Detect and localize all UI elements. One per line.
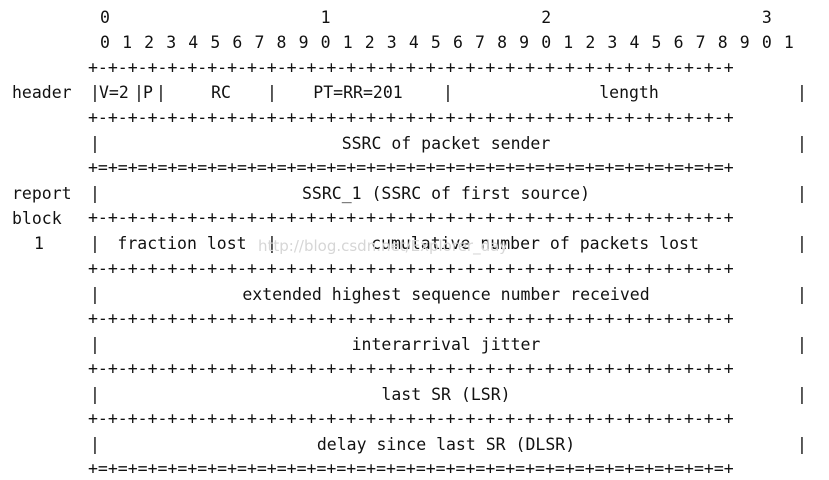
watermark: http://blog.csdn.net/Explorer_day xyxy=(258,237,509,255)
side-label-header: header xyxy=(12,83,72,102)
bit-unit-label: 8 xyxy=(276,33,287,52)
pipe-separator: | xyxy=(797,83,807,102)
bit-unit-label: 4 xyxy=(188,33,199,52)
border-bottom: +=+=+=+=+=+=+=+=+=+=+=+=+=+=+=+=+=+=+=+=… xyxy=(88,459,734,478)
pipe-separator: | xyxy=(797,184,807,203)
field-ssrc-sender: SSRC of packet sender xyxy=(341,134,551,153)
field-cumulative-lost: cumulative number of packets lost xyxy=(371,234,699,253)
field-packet-type: PT=RR=201 xyxy=(313,83,403,102)
bit-unit-label: 5 xyxy=(210,33,221,52)
bit-unit-label: 0 xyxy=(761,33,772,52)
border-row-7: +-+-+-+-+-+-+-+-+-+-+-+-+-+-+-+-+-+-+-+-… xyxy=(88,409,734,428)
field-ssrc-1: SSRC_1 (SSRC of first source) xyxy=(301,184,591,203)
bit-unit-label: 1 xyxy=(342,33,353,52)
bit-unit-label: 3 xyxy=(607,33,618,52)
bit-unit-label: 2 xyxy=(585,33,596,52)
pipe-separator: | xyxy=(90,184,100,203)
side-label-block-number: 1 xyxy=(34,234,44,253)
field-rc: RC xyxy=(211,83,231,102)
bit-unit-label: 6 xyxy=(232,33,243,52)
side-label-report: report xyxy=(12,184,72,203)
bit-unit-label: 3 xyxy=(166,33,177,52)
pipe-separator: | xyxy=(797,435,807,454)
field-version: V=2 xyxy=(99,83,129,102)
bit-unit-label: 6 xyxy=(452,33,463,52)
pipe-separator: | xyxy=(797,234,807,253)
bit-tens-label: 1 xyxy=(320,8,331,27)
pipe-separator: | xyxy=(797,335,807,354)
pipe-separator: | xyxy=(90,385,100,404)
bit-tens-label: 2 xyxy=(541,8,552,27)
bit-unit-label: 8 xyxy=(497,33,508,52)
bit-unit-label: 1 xyxy=(783,33,794,52)
bit-unit-label: 9 xyxy=(739,33,750,52)
pipe-separator: | xyxy=(90,335,100,354)
pipe-separator: | xyxy=(797,134,807,153)
bit-unit-label: 7 xyxy=(475,33,485,52)
bit-unit-label: 1 xyxy=(563,33,574,52)
pipe-separator: | xyxy=(797,285,807,304)
pipe-separator: | xyxy=(267,83,277,102)
pipe-separator: | xyxy=(90,285,100,304)
field-last-sr: last SR (LSR) xyxy=(381,385,511,404)
border-row-6: +-+-+-+-+-+-+-+-+-+-+-+-+-+-+-+-+-+-+-+-… xyxy=(88,359,734,378)
pipe-separator: | xyxy=(134,83,144,102)
bit-unit-label: 5 xyxy=(430,33,441,52)
pipe-separator: | xyxy=(90,83,100,102)
pipe-separator: | xyxy=(90,134,100,153)
bit-tens-label: 3 xyxy=(761,8,772,27)
bit-unit-label: 2 xyxy=(364,33,375,52)
field-extended-highest-seq: extended highest sequence number receive… xyxy=(242,285,650,304)
pipe-separator: | xyxy=(90,435,100,454)
pipe-separator: | xyxy=(156,83,166,102)
border-row-3: +-+-+-+-+-+-+-+-+-+-+-+-+-+-+-+-+-+-+-+-… xyxy=(88,208,734,227)
pipe-separator: | xyxy=(443,83,453,102)
field-dlsr: delay since last SR (DLSR) xyxy=(316,435,576,454)
bit-unit-label: 1 xyxy=(122,33,133,52)
field-fraction-lost: fraction lost xyxy=(117,234,247,253)
bit-unit-label: 8 xyxy=(717,33,728,52)
bit-unit-label: 0 xyxy=(541,33,552,52)
bit-unit-label: 4 xyxy=(629,33,640,52)
bit-unit-label: 0 xyxy=(100,33,110,52)
bit-unit-label: 7 xyxy=(695,33,706,52)
bit-unit-label: 3 xyxy=(386,33,397,52)
pipe-separator: | xyxy=(90,234,100,253)
pipe-separator: | xyxy=(797,385,807,404)
border-row-2: +=+=+=+=+=+=+=+=+=+=+=+=+=+=+=+=+=+=+=+=… xyxy=(88,158,734,177)
bit-unit-label: 9 xyxy=(298,33,309,52)
field-interarrival-jitter: interarrival jitter xyxy=(351,335,541,354)
border-top: +-+-+-+-+-+-+-+-+-+-+-+-+-+-+-+-+-+-+-+-… xyxy=(88,58,734,77)
field-padding: P xyxy=(143,83,153,102)
bit-unit-label: 2 xyxy=(144,33,155,52)
field-length: length xyxy=(599,83,659,102)
bit-unit-label: 4 xyxy=(408,33,419,52)
border-row-5: +-+-+-+-+-+-+-+-+-+-+-+-+-+-+-+-+-+-+-+-… xyxy=(88,309,734,328)
bit-unit-label: 6 xyxy=(673,33,684,52)
bit-unit-label: 7 xyxy=(254,33,265,52)
bit-unit-label: 0 xyxy=(320,33,331,52)
border-row-4: +-+-+-+-+-+-+-+-+-+-+-+-+-+-+-+-+-+-+-+-… xyxy=(88,259,734,278)
bit-tens-label: 0 xyxy=(100,8,110,27)
side-label-block: block xyxy=(12,209,62,228)
bit-unit-label: 5 xyxy=(651,33,662,52)
border-row-1: +-+-+-+-+-+-+-+-+-+-+-+-+-+-+-+-+-+-+-+-… xyxy=(88,108,734,127)
pipe-separator: | xyxy=(267,234,277,253)
bit-unit-label: 9 xyxy=(519,33,530,52)
